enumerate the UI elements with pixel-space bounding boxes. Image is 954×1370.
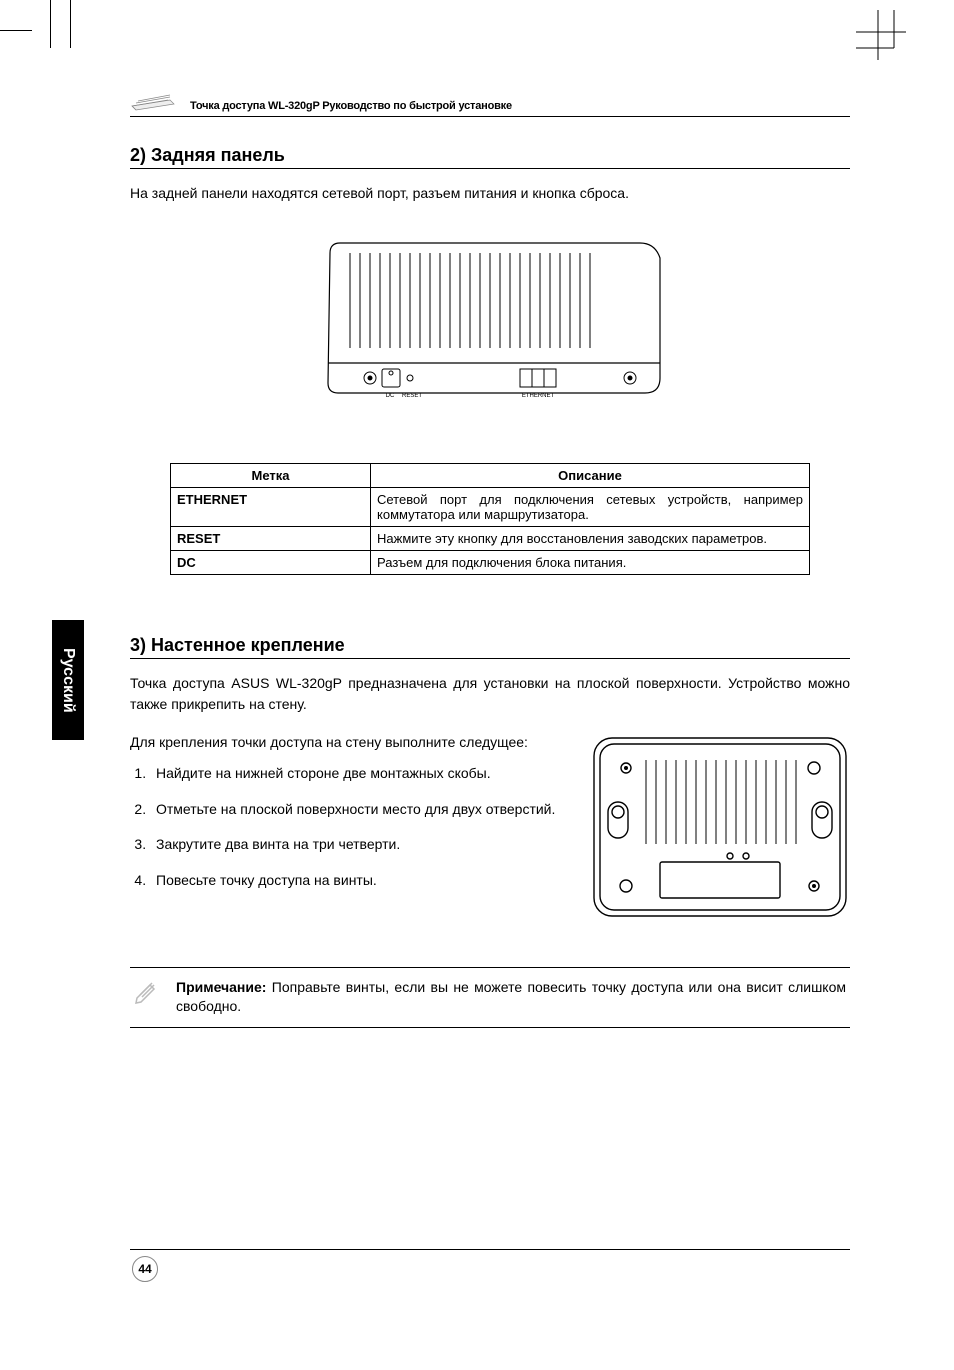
- svg-text:DC: DC: [386, 393, 395, 399]
- section2-title: 2) Задняя панель: [130, 145, 850, 166]
- note-text: Примечание: Поправьте винты, если вы не …: [176, 978, 846, 1017]
- table-row: RESET Нажмите эту кнопку для восстановле…: [171, 527, 810, 551]
- section3-title: 3) Настенное крепление: [130, 635, 850, 656]
- row-desc: Нажмите эту кнопку для восстановления за…: [371, 527, 810, 551]
- table-row: ETHERNET Сетевой порт для подключения се…: [171, 488, 810, 527]
- crop-corner-tr: [856, 10, 906, 60]
- section2-intro: На задней панели находятся сетевой порт,…: [130, 183, 850, 203]
- bottom-view-figure: [590, 732, 850, 922]
- svg-text:RESET: RESET: [402, 393, 422, 399]
- page-header: Точка доступа WL-320gP Руководство по бы…: [130, 90, 850, 112]
- row-desc: Сетевой порт для подключения сетевых уст…: [371, 488, 810, 527]
- col-label: Метка: [171, 464, 371, 488]
- row-label: DC: [171, 551, 371, 575]
- table-row: DC Разъем для подключения блока питания.: [171, 551, 810, 575]
- section3-intro: Точка доступа ASUS WL-320gP предназначен…: [130, 673, 850, 714]
- row-label: ETHERNET: [171, 488, 371, 527]
- note-label: Примечание:: [176, 979, 266, 995]
- footer-rule: [130, 1249, 850, 1250]
- section3-rule: [130, 658, 850, 659]
- mount-steps: Найдите на нижней стороне две монтажных …: [130, 764, 566, 890]
- section3-lead: Для крепления точки доступа на стену вып…: [130, 732, 566, 752]
- rear-panel-figure: DC RESET ETHERNET: [310, 233, 670, 423]
- header-rule: [130, 116, 850, 117]
- section2-rule: [130, 168, 850, 169]
- row-desc: Разъем для подключения блока питания.: [371, 551, 810, 575]
- list-item: Отметьте на плоской поверхности место дл…: [150, 800, 566, 820]
- page-number: 44: [132, 1256, 158, 1282]
- note-block: Примечание: Поправьте винты, если вы не …: [130, 967, 850, 1028]
- page-content: Точка доступа WL-320gP Руководство по бы…: [130, 90, 850, 1028]
- language-tab: Русский: [52, 620, 84, 740]
- svg-text:ETHERNET: ETHERNET: [522, 393, 555, 399]
- ports-table: Метка Описание ETHERNET Сетевой порт для…: [170, 463, 810, 575]
- header-title: Точка доступа WL-320gP Руководство по бы…: [190, 100, 512, 112]
- list-item: Закрутите два винта на три четверти.: [150, 835, 566, 855]
- list-item: Повесьте точку доступа на винты.: [150, 871, 566, 891]
- list-item: Найдите на нижней стороне две монтажных …: [150, 764, 566, 784]
- col-desc: Описание: [371, 464, 810, 488]
- table-header-row: Метка Описание: [171, 464, 810, 488]
- note-body: Поправьте винты, если вы не можете повес…: [176, 979, 846, 1015]
- book-icon: [130, 90, 178, 112]
- pencil-icon: [134, 978, 160, 1004]
- row-label: RESET: [171, 527, 371, 551]
